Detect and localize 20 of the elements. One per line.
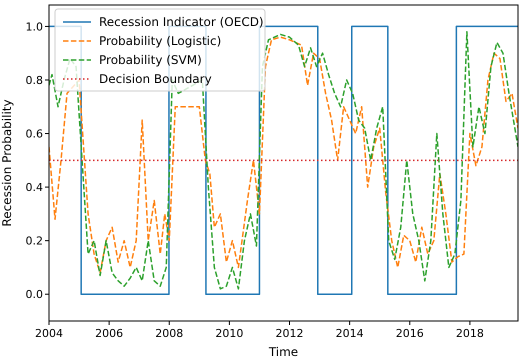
x-tick-label: 2004 bbox=[35, 327, 63, 340]
x-tick-label: 2006 bbox=[95, 327, 124, 340]
x-tick-label: 2008 bbox=[155, 327, 184, 340]
y-tick-label: 0.4 bbox=[26, 180, 43, 194]
y-axis-title: Recession Probability bbox=[0, 99, 14, 227]
x-axis-title: Time bbox=[268, 345, 298, 359]
legend-label: Decision Boundary bbox=[99, 72, 212, 86]
y-tick-label: 0.6 bbox=[26, 127, 43, 140]
x-tick-label: 2016 bbox=[396, 327, 424, 340]
y-tick-label: 1.0 bbox=[26, 20, 43, 34]
legend-label: Recession Indicator (OECD) bbox=[99, 15, 264, 30]
x-tick-label: 2018 bbox=[456, 327, 484, 340]
x-tick-label: 2014 bbox=[336, 327, 364, 340]
legend-label: Probability (SVM) bbox=[99, 53, 202, 68]
x-tick-label: 2010 bbox=[215, 327, 244, 340]
legend-label: Probability (Logistic) bbox=[99, 34, 222, 48]
x-tick-label: 2012 bbox=[276, 327, 304, 340]
y-tick-label: 0.2 bbox=[26, 234, 43, 248]
y-tick-label: 0.8 bbox=[26, 74, 43, 87]
y-tick-label: 0.0 bbox=[26, 288, 43, 302]
